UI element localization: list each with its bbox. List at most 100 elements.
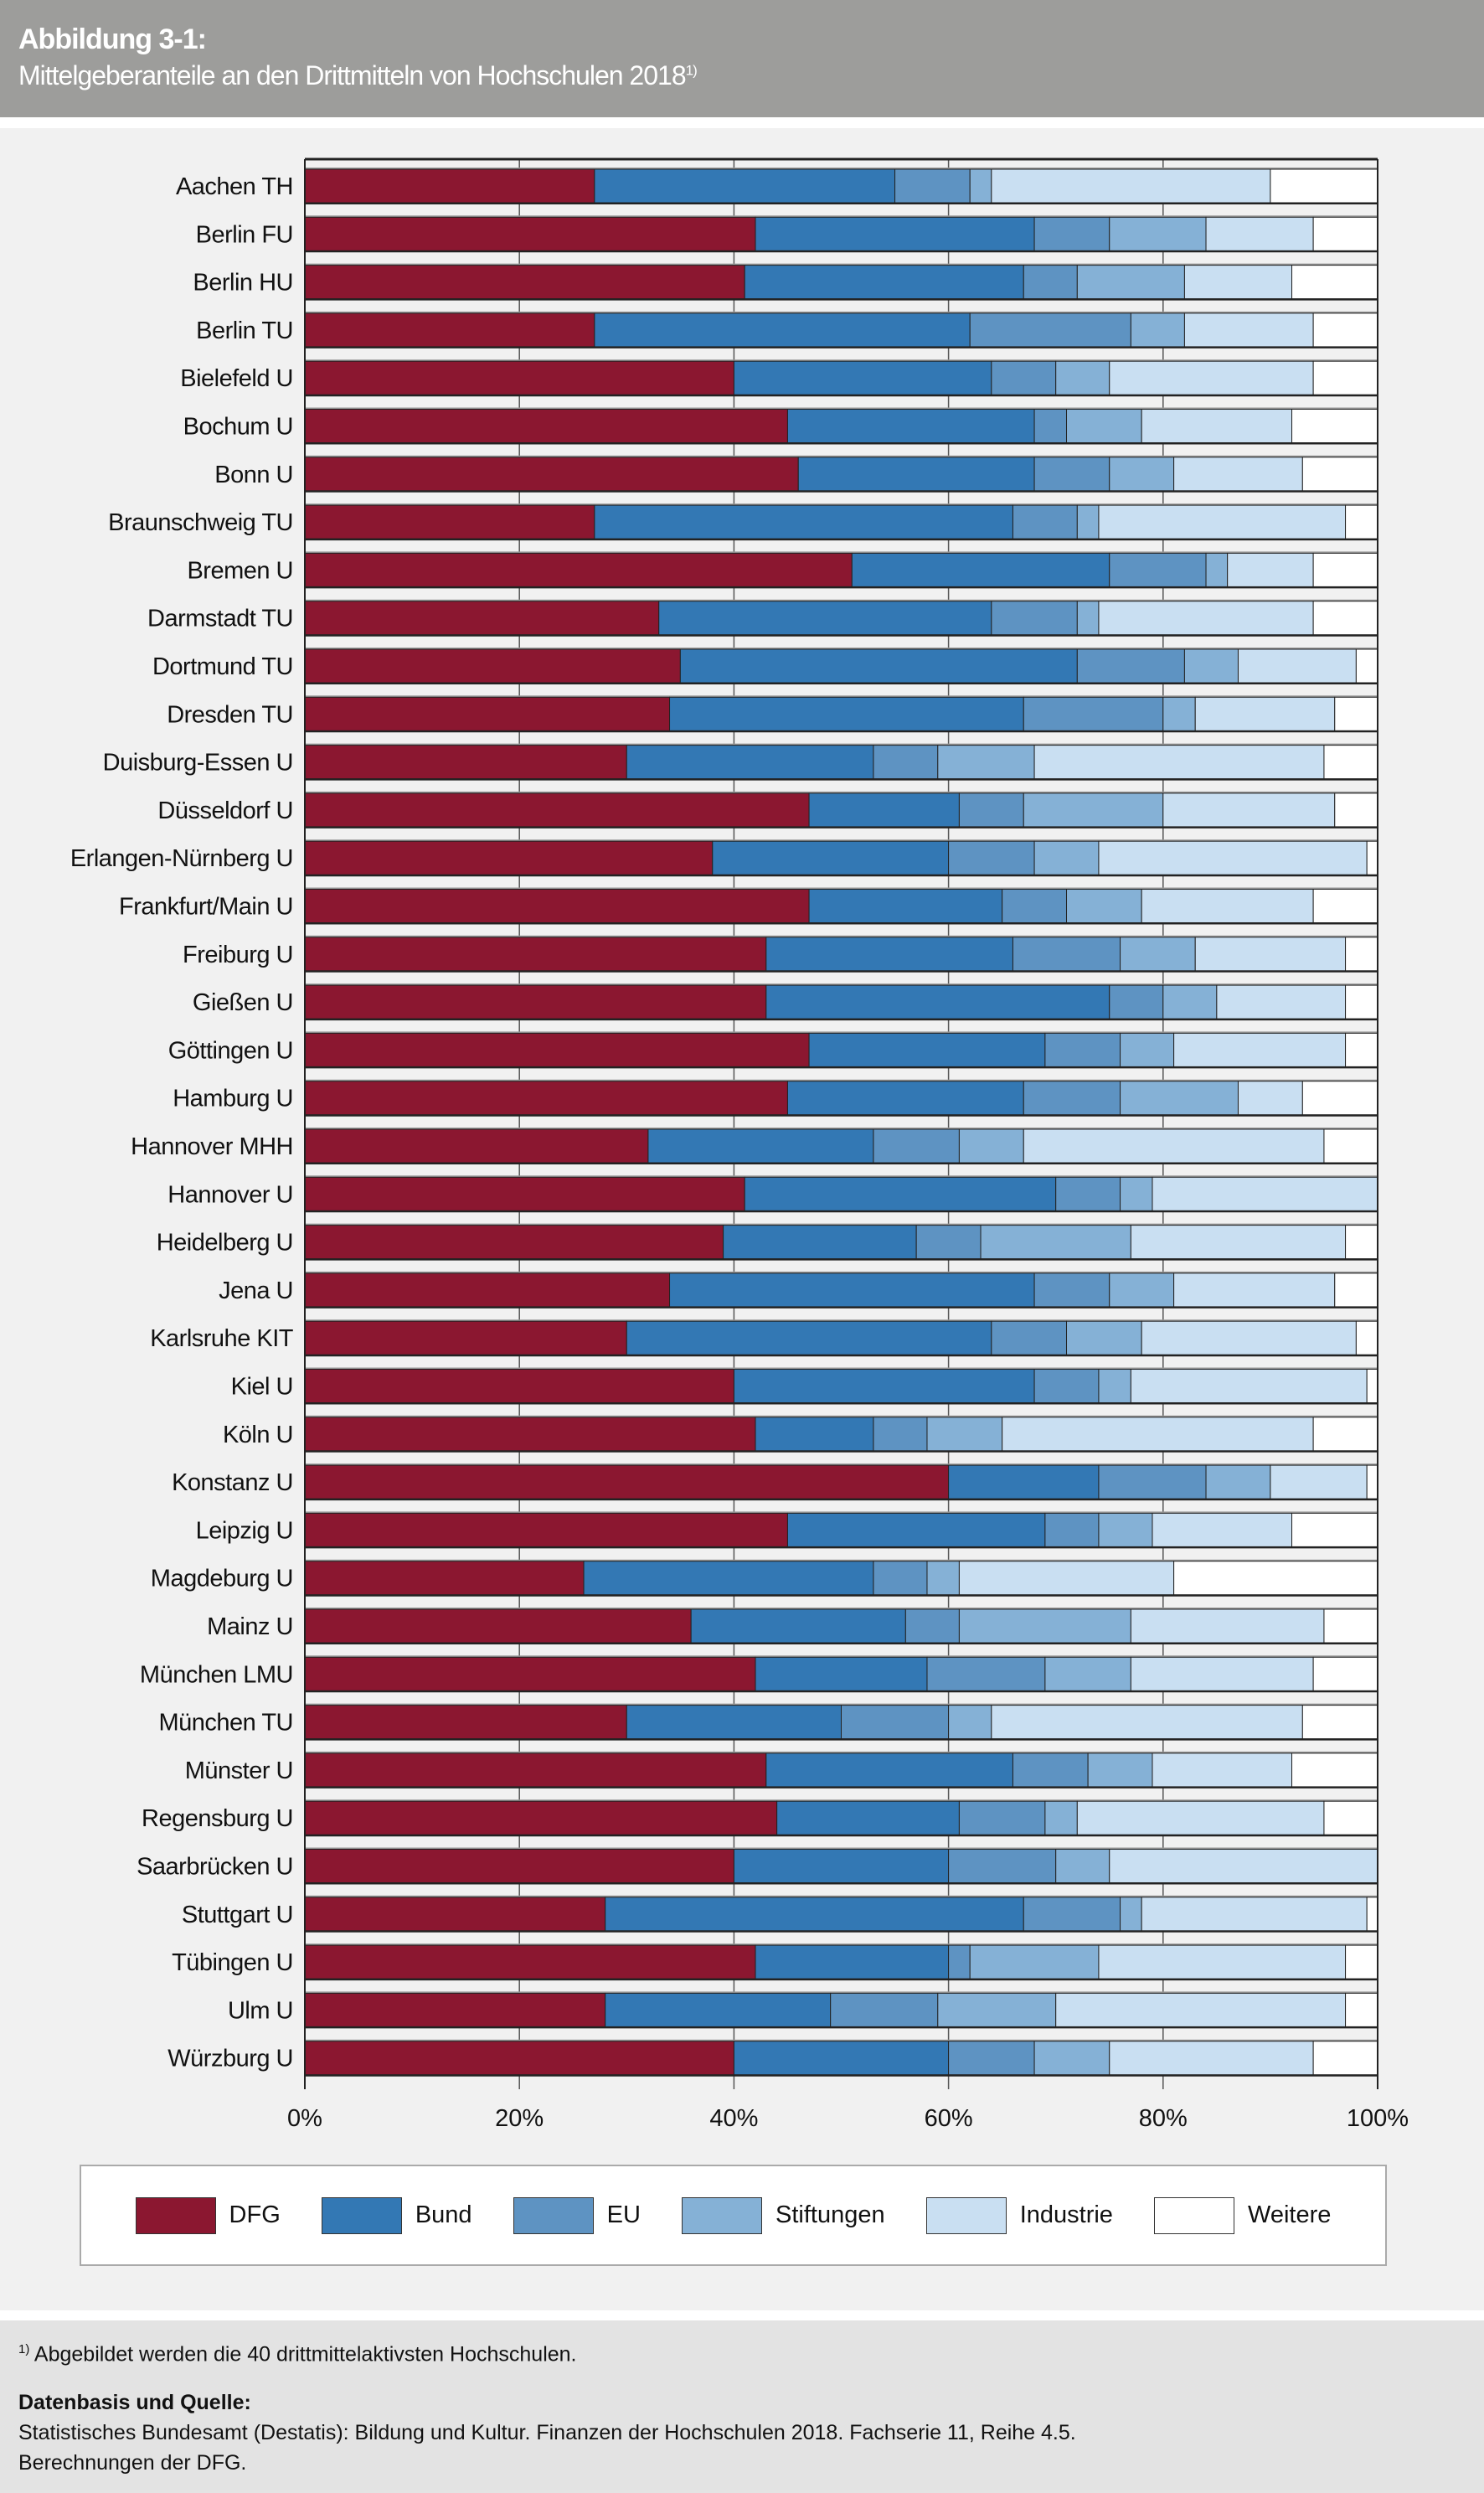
bar-segment-dfg <box>304 1417 756 1452</box>
bar-segment-dfg <box>304 937 767 972</box>
bar-segment-industrie <box>1076 1800 1325 1835</box>
bar-segment-industrie <box>1109 1849 1378 1883</box>
bar-segment-dfg <box>304 1369 734 1403</box>
category-label: Dortmund TU <box>152 653 293 680</box>
bar-segment-dfg <box>304 745 627 780</box>
bar-segment-weitere <box>1312 216 1378 251</box>
bar-segment-stiftungen <box>1120 937 1196 972</box>
bar-segment-weitere <box>1312 601 1378 636</box>
bar-segment-eu <box>1012 1752 1089 1788</box>
bar-segment-stiftungen <box>948 1705 992 1740</box>
bar-segment-eu <box>991 360 1057 395</box>
bar-segment-stiftungen <box>926 1417 1003 1452</box>
bar-segment-eu <box>1109 552 1207 587</box>
bar-segment-weitere <box>1334 792 1378 828</box>
source-line-2: Berechnungen der DFG. <box>18 2451 247 2475</box>
bar-segment-weitere <box>1366 1897 1378 1932</box>
bar-segment-bund <box>808 1032 1046 1067</box>
bar-segment-bund <box>744 1176 1057 1211</box>
bar-segment-bund <box>647 1128 874 1164</box>
x-tick-label: 80% <box>1139 2105 1188 2132</box>
bar-segment-bund <box>723 1225 917 1260</box>
bar-segment-eu <box>915 1225 982 1260</box>
bar-segment-weitere <box>1323 745 1378 780</box>
bar-segment-eu <box>1033 1272 1110 1308</box>
bar-segment-stiftungen <box>1205 1464 1271 1499</box>
bar-segment-bund <box>626 1320 992 1355</box>
bar-segment-industrie <box>1055 1992 1347 2027</box>
category-label: Stuttgart U <box>182 1902 293 1928</box>
bar-segment-bund <box>733 360 992 395</box>
bar-segment-bund <box>679 648 1078 684</box>
footnote-text: Abgebildet werden die 40 drittmittelakti… <box>33 2342 577 2367</box>
bar-segment-eu <box>1044 1512 1100 1547</box>
category-label: München LMU <box>140 1661 293 1688</box>
bar-segment-eu <box>841 1705 950 1740</box>
bar-segment-stiftungen <box>969 168 992 204</box>
bar-segment-weitere <box>1312 1417 1378 1452</box>
bar-segment-weitere <box>1173 1561 1378 1596</box>
category-label: Berlin TU <box>196 317 293 344</box>
bar-segment-bund <box>658 601 992 636</box>
bar-segment-industrie <box>1183 312 1314 348</box>
legend-item-dfg: DFG <box>135 2196 281 2234</box>
bar-segment-stiftungen <box>1130 312 1185 348</box>
bar-segment-eu <box>1098 1464 1207 1499</box>
figure-subtitle: Mittelgeberanteile an den Drittmitteln v… <box>18 60 698 91</box>
category-label: Ulm U <box>228 1997 293 2024</box>
bar-segment-dfg <box>304 409 788 443</box>
bar-segment-stiftungen <box>1205 552 1229 587</box>
legend-swatch <box>925 2196 1007 2234</box>
bar-segment-bund <box>626 1705 842 1740</box>
bar-segment-industrie <box>1141 889 1314 923</box>
bar-segment-dfg <box>304 1128 649 1164</box>
x-tick-label: 100% <box>1347 2105 1409 2132</box>
bar-segment-dfg <box>304 552 853 587</box>
bar-segment-dfg <box>304 601 660 636</box>
bar-segment-dfg <box>304 1656 756 1691</box>
bar-segment-weitere <box>1291 265 1378 300</box>
bar-segment-bund <box>626 745 874 780</box>
bar-segment-industrie <box>1152 1176 1378 1211</box>
bar-segment-stiftungen <box>958 1128 1024 1164</box>
bar-segment-bund <box>744 265 1024 300</box>
bar-segment-bund <box>733 1849 950 1883</box>
category-label: Hamburg U <box>173 1086 293 1112</box>
bar-segment-industrie <box>1002 1417 1314 1452</box>
legend-label: Bund <box>415 2201 472 2228</box>
footer: 1) Abgebildet werden die 40 drittmittela… <box>0 2320 1484 2493</box>
category-label: Kiel U <box>231 1374 293 1401</box>
bar-segment-dfg <box>304 312 595 348</box>
bar-segment-industrie <box>1173 1272 1336 1308</box>
bar-segment-bund <box>733 2041 950 2076</box>
bar-segment-industrie <box>1109 2041 1314 2076</box>
bar-segment-eu <box>873 1417 928 1452</box>
bar-segment-industrie <box>1227 552 1314 587</box>
legend-label: DFG <box>229 2201 281 2228</box>
category-label: Frankfurt/Main U <box>119 894 293 921</box>
category-label: Magdeburg U <box>151 1566 293 1592</box>
bar-segment-eu <box>1033 457 1110 492</box>
legend-swatch <box>513 2196 594 2234</box>
bar-segment-dfg <box>304 984 767 1019</box>
category-label: Dresden TU <box>167 701 293 728</box>
bar-segment-bund <box>583 1561 874 1596</box>
bar-segment-dfg <box>304 1992 606 2027</box>
bar-segment-dfg <box>304 792 810 828</box>
x-tick-label: 20% <box>495 2105 544 2132</box>
bar-segment-stiftungen <box>926 1561 960 1596</box>
subtitle-text: Mittelgeberanteile an den Drittmitteln v… <box>18 60 687 90</box>
bar-segment-dfg <box>304 1608 692 1644</box>
bar-segment-weitere <box>1301 1705 1378 1740</box>
category-label: Berlin FU <box>196 221 293 248</box>
bar-segment-dfg <box>304 504 595 539</box>
x-tick-label: 40% <box>709 2105 758 2132</box>
bar-segment-stiftungen <box>1066 409 1142 443</box>
bar-segment-eu <box>1055 1176 1121 1211</box>
bar-segment-weitere <box>1355 1320 1378 1355</box>
bar-segment-bund <box>786 409 1035 443</box>
legend-label: Stiftungen <box>775 2201 885 2228</box>
category-label: Bielefeld U <box>180 365 293 392</box>
bar-segment-industrie <box>1130 1369 1368 1403</box>
bar-segment-eu <box>904 1608 960 1644</box>
